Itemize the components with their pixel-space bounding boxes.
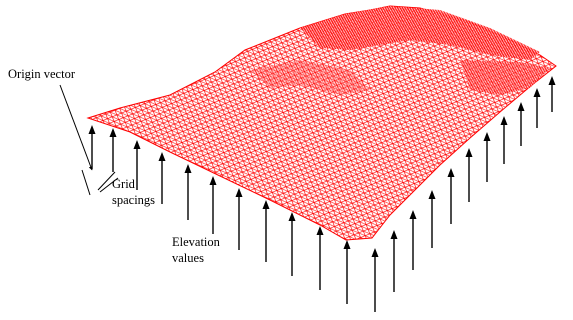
grid-spacing-pointer-3: [99, 177, 119, 193]
ridge-mesh-east: [460, 60, 550, 95]
ridge-mesh: [300, 6, 540, 60]
valley-mesh: [250, 60, 370, 95]
origin-vector-label: Origin vector: [8, 67, 76, 81]
elevation-arrows: [88, 76, 556, 312]
labels: Origin vector Grid spacings Elevation va…: [8, 67, 221, 265]
elevation-surface: [86, 5, 557, 241]
elevation-values-label-line2: values: [172, 251, 204, 265]
elevation-arrow-front-6-head: [209, 176, 217, 185]
origin-vector-pointer: [59, 84, 93, 171]
elevation-arrow-side-3-head: [409, 210, 417, 219]
elevation-arrow-side-10-head: [533, 88, 541, 97]
elevation-arrow-front-3-head: [133, 140, 141, 149]
elevation-arrow-front-8-head: [262, 200, 270, 209]
pointer-lines: [59, 84, 119, 196]
elevation-arrow-side-5-head: [447, 168, 455, 177]
surface-mesh: [86, 5, 557, 241]
elevation-arrow-front-1-head: [88, 125, 96, 134]
elevation-arrow-front-2-head: [109, 128, 117, 137]
elevation-arrow-front-4-head: [158, 152, 166, 161]
elevation-arrow-side-1-head: [371, 248, 379, 257]
elevation-arrow-front-7-head: [235, 188, 243, 197]
elevation-arrow-front-9-head: [288, 212, 296, 221]
grid-spacing-pointer-2: [97, 171, 116, 191]
grid-spacings-label-line2: spacings: [112, 193, 155, 207]
elevation-arrow-front-11-head: [343, 240, 351, 249]
elevation-arrow-side-8-head: [500, 116, 508, 125]
elevation-arrow-side-4-head: [428, 190, 436, 199]
elevation-arrow-side-7-head: [483, 132, 491, 141]
elevation-values-label-line1: Elevation: [172, 235, 221, 249]
elevation-arrow-front-5-head: [184, 164, 192, 173]
grid-spacing-pointer-1: [81, 169, 91, 196]
elevation-arrow-side-6-head: [465, 148, 473, 157]
elevation-arrow-side-2-head: [390, 230, 398, 239]
grid-spacings-label-line1: Grid: [112, 177, 136, 191]
elevation-arrow-front-10-head: [316, 226, 324, 235]
elevation-arrow-side-11-head: [548, 76, 556, 85]
elevation-arrow-side-9-head: [517, 102, 525, 111]
